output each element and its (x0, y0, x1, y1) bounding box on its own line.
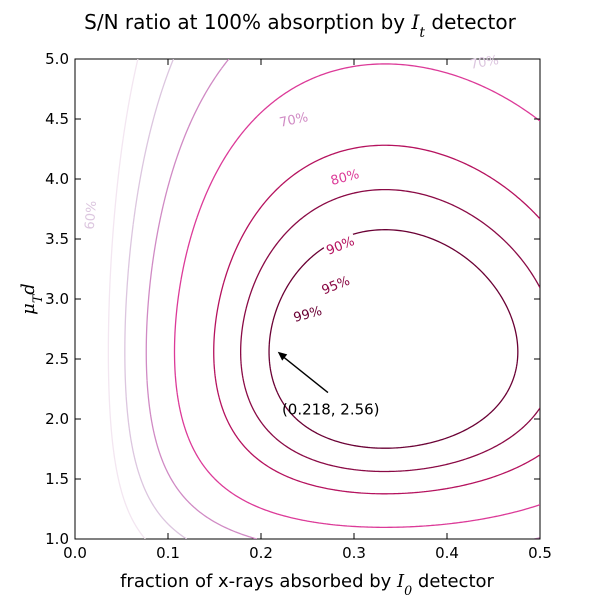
y-tick-label: 4.0 (45, 170, 69, 188)
x-axis-title: fraction of x-rays absorbed by I0 detect… (120, 571, 494, 598)
x-tick-label: 0.2 (249, 544, 273, 562)
y-axis-title-text: μTd (18, 283, 45, 315)
annotation-arrow (280, 354, 329, 394)
contour-line-90 (213, 144, 540, 495)
plot-frame (74, 58, 541, 540)
contour-label-90: 90% (324, 234, 356, 259)
y-tick-label: 1.5 (45, 470, 69, 488)
chart-title-text: S/N ratio at 100% absorption by It detec… (84, 10, 516, 41)
chart-title: S/N ratio at 100% absorption by It detec… (84, 10, 516, 41)
contour-label-70: 70% (278, 110, 309, 131)
x-tick-label: 0.1 (156, 544, 180, 562)
max-annotation-text: (0.218, 2.56) (282, 400, 380, 418)
y-tick-label: 2.0 (45, 410, 69, 428)
x-tick-label: 0.5 (528, 544, 552, 562)
x-tick-label: 0.0 (63, 544, 87, 562)
x-tick-label: 0.3 (342, 544, 366, 562)
contour-label-95: 95% (320, 274, 352, 299)
y-tick-label: 1.0 (45, 530, 69, 548)
y-tick-label: 2.5 (45, 350, 69, 368)
contour-lines (107, 59, 540, 539)
contour-label-80: 80% (329, 167, 361, 189)
contour-label-top-edge: 70% (469, 53, 500, 73)
annotation-arrowhead (277, 351, 288, 361)
x-tick-label: 0.4 (435, 544, 459, 562)
y-tick-label: 3.5 (45, 230, 69, 248)
max-annotation: (0.218, 2.56) (277, 351, 380, 418)
y-tick-label: 5.0 (45, 50, 69, 68)
contour-line-80 (173, 63, 540, 528)
y-tick-label: 4.5 (45, 110, 69, 128)
y-tick-label: 3.0 (45, 290, 69, 308)
x-axis-title-text: fraction of x-rays absorbed by I0 detect… (120, 571, 494, 598)
contour-line-95 (240, 188, 540, 473)
contour-line-50 (107, 59, 146, 539)
y-axis-title: μTd (18, 283, 45, 315)
contour-line-70 (145, 59, 540, 539)
contour-label-60: 60% (83, 200, 100, 230)
axis-ticks: 0.0 0.1 0.2 0.3 0.4 0.5 1.0 1.5 2.0 2.5 3.0 3.5 4.0 4… (45, 50, 552, 562)
contour-label-99: 99% (292, 304, 324, 326)
contour-line-60 (124, 59, 188, 539)
contour-labels: 60% 70% 80% 90% 95% 99% 70% (80, 53, 500, 326)
